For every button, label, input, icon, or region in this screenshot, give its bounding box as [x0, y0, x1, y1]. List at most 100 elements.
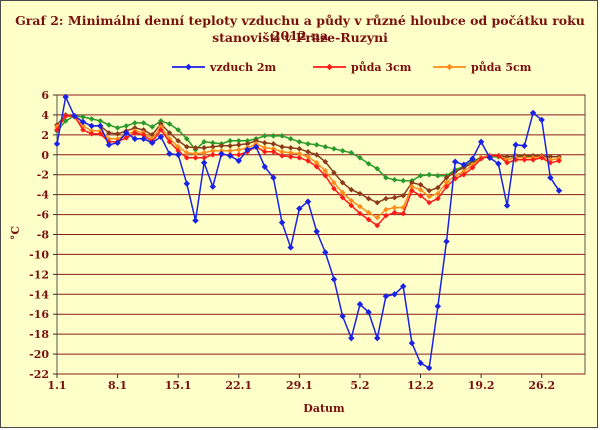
data-point-puda3 [158, 127, 164, 133]
chart-title-line-2: stanovišti v Praze-Ruzyni [212, 30, 388, 45]
data-point-puda20 [305, 141, 311, 147]
data-point-puda20 [391, 176, 398, 183]
data-point-vzduch [477, 138, 485, 146]
x-tick-label: 29.1 [286, 379, 313, 392]
data-point-puda3 [452, 175, 458, 182]
data-point-puda5 [88, 128, 95, 134]
legend-entry-vzduch: vzduch 2m [172, 61, 277, 74]
data-point-puda20 [114, 125, 121, 131]
data-point-puda5 [270, 146, 277, 152]
x-tick-label: 1.1 [47, 379, 66, 392]
data-point-vzduch [244, 146, 251, 154]
data-point-puda10 [426, 187, 432, 194]
data-point-puda10 [218, 143, 225, 149]
data-point-vzduch [330, 276, 338, 283]
data-point-puda3 [322, 172, 329, 179]
data-point-puda20 [287, 136, 294, 142]
y-tick-label: -18 [29, 328, 49, 341]
y-tick-label: 2 [41, 129, 49, 142]
data-point-puda3 [287, 153, 294, 160]
data-point-puda20 [140, 120, 147, 126]
data-point-puda20 [175, 127, 181, 133]
legend-label: půda 3cm [351, 61, 412, 74]
data-point-vzduch [105, 141, 113, 149]
data-point-puda10 [322, 158, 329, 165]
data-point-puda5 [192, 150, 199, 157]
data-point-puda3 [123, 135, 130, 141]
data-point-puda10 [227, 143, 233, 149]
y-tick-label: -16 [29, 308, 49, 321]
data-point-puda20 [339, 148, 346, 154]
data-point-puda5 [54, 124, 60, 130]
data-point-puda20 [348, 149, 355, 156]
series-vzduch [53, 93, 563, 372]
data-point-puda10 [417, 181, 424, 188]
data-point-puda20 [184, 136, 190, 142]
data-point-vzduch [512, 141, 519, 149]
data-point-vzduch [408, 339, 416, 347]
data-point-puda5 [149, 136, 156, 142]
data-point-puda20 [210, 140, 216, 146]
data-point-vzduch [270, 174, 277, 181]
data-point-vzduch [261, 163, 268, 170]
data-point-puda10 [175, 138, 181, 144]
data-point-puda20 [201, 139, 207, 145]
data-point-puda3 [365, 216, 372, 223]
data-point-puda3 [166, 139, 173, 145]
data-point-vzduch [157, 133, 165, 141]
data-point-vzduch [174, 151, 182, 158]
data-point-puda10 [210, 144, 216, 150]
data-point-vzduch [209, 183, 217, 190]
data-point-puda5 [235, 147, 242, 153]
data-point-puda10 [244, 141, 251, 147]
data-point-puda3 [426, 199, 432, 206]
data-point-puda5 [426, 193, 432, 200]
data-point-vzduch [131, 135, 139, 143]
data-point-puda20 [374, 165, 381, 172]
data-point-vzduch [443, 238, 450, 245]
data-point-vzduch [304, 198, 312, 205]
data-point-vzduch [140, 135, 147, 143]
data-point-puda3 [435, 195, 441, 202]
data-point-puda20 [149, 124, 156, 130]
data-point-puda5 [374, 214, 381, 221]
data-point-puda3 [504, 159, 510, 166]
data-point-puda10 [184, 144, 190, 150]
data-point-vzduch [166, 150, 173, 157]
y-tick-label: -14 [29, 288, 49, 301]
data-point-vzduch [400, 283, 407, 290]
data-point-vzduch [322, 249, 329, 256]
legend-swatch-marker [326, 63, 333, 71]
data-point-puda3 [80, 127, 86, 133]
data-point-puda5 [175, 144, 181, 150]
y-tick-label: 6 [41, 89, 49, 102]
data-point-vzduch [97, 122, 104, 130]
data-point-puda20 [88, 116, 95, 122]
data-point-puda10 [132, 125, 138, 131]
data-point-vzduch [183, 180, 191, 187]
data-point-puda5 [339, 189, 346, 196]
data-point-puda10 [313, 151, 320, 158]
data-point-vzduch [192, 217, 199, 224]
data-point-puda5 [452, 172, 458, 179]
data-point-puda3 [235, 151, 242, 158]
data-point-puda20 [435, 172, 441, 179]
legend-swatch-marker [446, 63, 453, 71]
data-point-puda3 [201, 154, 207, 161]
x-tick-label: 26.2 [528, 379, 555, 392]
data-point-vzduch [391, 291, 398, 298]
data-point-puda5 [322, 167, 329, 174]
data-point-puda5 [435, 190, 441, 197]
data-point-puda3 [391, 209, 398, 216]
data-point-puda3 [331, 185, 337, 192]
data-point-puda20 [261, 133, 268, 139]
data-point-puda5 [227, 148, 233, 154]
data-point-puda20 [123, 123, 130, 129]
data-point-puda10 [106, 130, 112, 136]
x-tick-label: 15.1 [165, 379, 192, 392]
data-point-vzduch [374, 334, 381, 342]
data-point-puda20 [132, 120, 138, 126]
data-point-puda20 [331, 146, 337, 152]
data-point-vzduch [252, 143, 260, 151]
data-point-puda3 [88, 131, 95, 137]
